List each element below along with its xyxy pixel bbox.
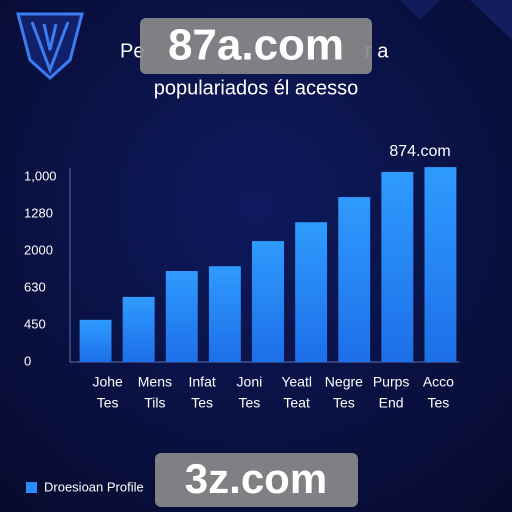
legend-swatch [26, 482, 37, 493]
watermark: 87a.com [168, 21, 344, 70]
bar [338, 197, 371, 362]
logo [16, 12, 84, 81]
bar [122, 296, 155, 362]
x-tick-label: Infat [189, 374, 216, 390]
y-tick-label: 0 [24, 353, 31, 368]
x-tick-label: Tils [144, 395, 165, 411]
plot: 0 450 630 2000 1280 1,000 Johe Tes Mens Tils Infat… [24, 167, 457, 411]
x-tick-label: Teat [283, 395, 310, 411]
chart-subtitle: populariados él acesso [154, 77, 359, 99]
bar [381, 171, 414, 362]
watermark-box [155, 453, 358, 507]
bar [252, 241, 284, 362]
x-tick-label: Johe [92, 374, 123, 390]
x-tick-label: Yeatl [281, 374, 312, 390]
decor [400, 0, 440, 20]
y-tick-label: 450 [24, 316, 46, 331]
x-tick-label: Mens [138, 374, 172, 390]
x-tick-label: Tes [238, 395, 260, 411]
legend-label: Droesioan Profile [44, 479, 144, 494]
bar [424, 167, 457, 362]
y-tick-label: 630 [24, 279, 46, 294]
x-tick-label: Purps [373, 374, 410, 390]
x-tick-label: Tes [427, 395, 449, 411]
y-tick-label: 2000 [24, 242, 53, 257]
x-tick-label: Acco [423, 374, 454, 390]
y-tick-label: 1280 [24, 206, 53, 221]
x-tick-label: Negre [325, 374, 363, 390]
decor [470, 0, 512, 40]
chart-title: Pe [120, 40, 144, 62]
x-tick-label: Tes [333, 395, 355, 411]
bar [79, 319, 112, 362]
bar [295, 222, 328, 362]
x-tick-label: Tes [97, 395, 119, 411]
watermark: 3z.com [185, 455, 327, 502]
x-tick-label: Joni [237, 374, 263, 390]
x-tick-label: End [379, 395, 404, 411]
bar [165, 271, 198, 362]
x-tick-label: Tes [191, 395, 213, 411]
annotation: 874.com [389, 143, 450, 160]
y-tick-label: 1,000 [24, 169, 57, 184]
bar [208, 266, 241, 362]
watermark-box [140, 18, 372, 74]
